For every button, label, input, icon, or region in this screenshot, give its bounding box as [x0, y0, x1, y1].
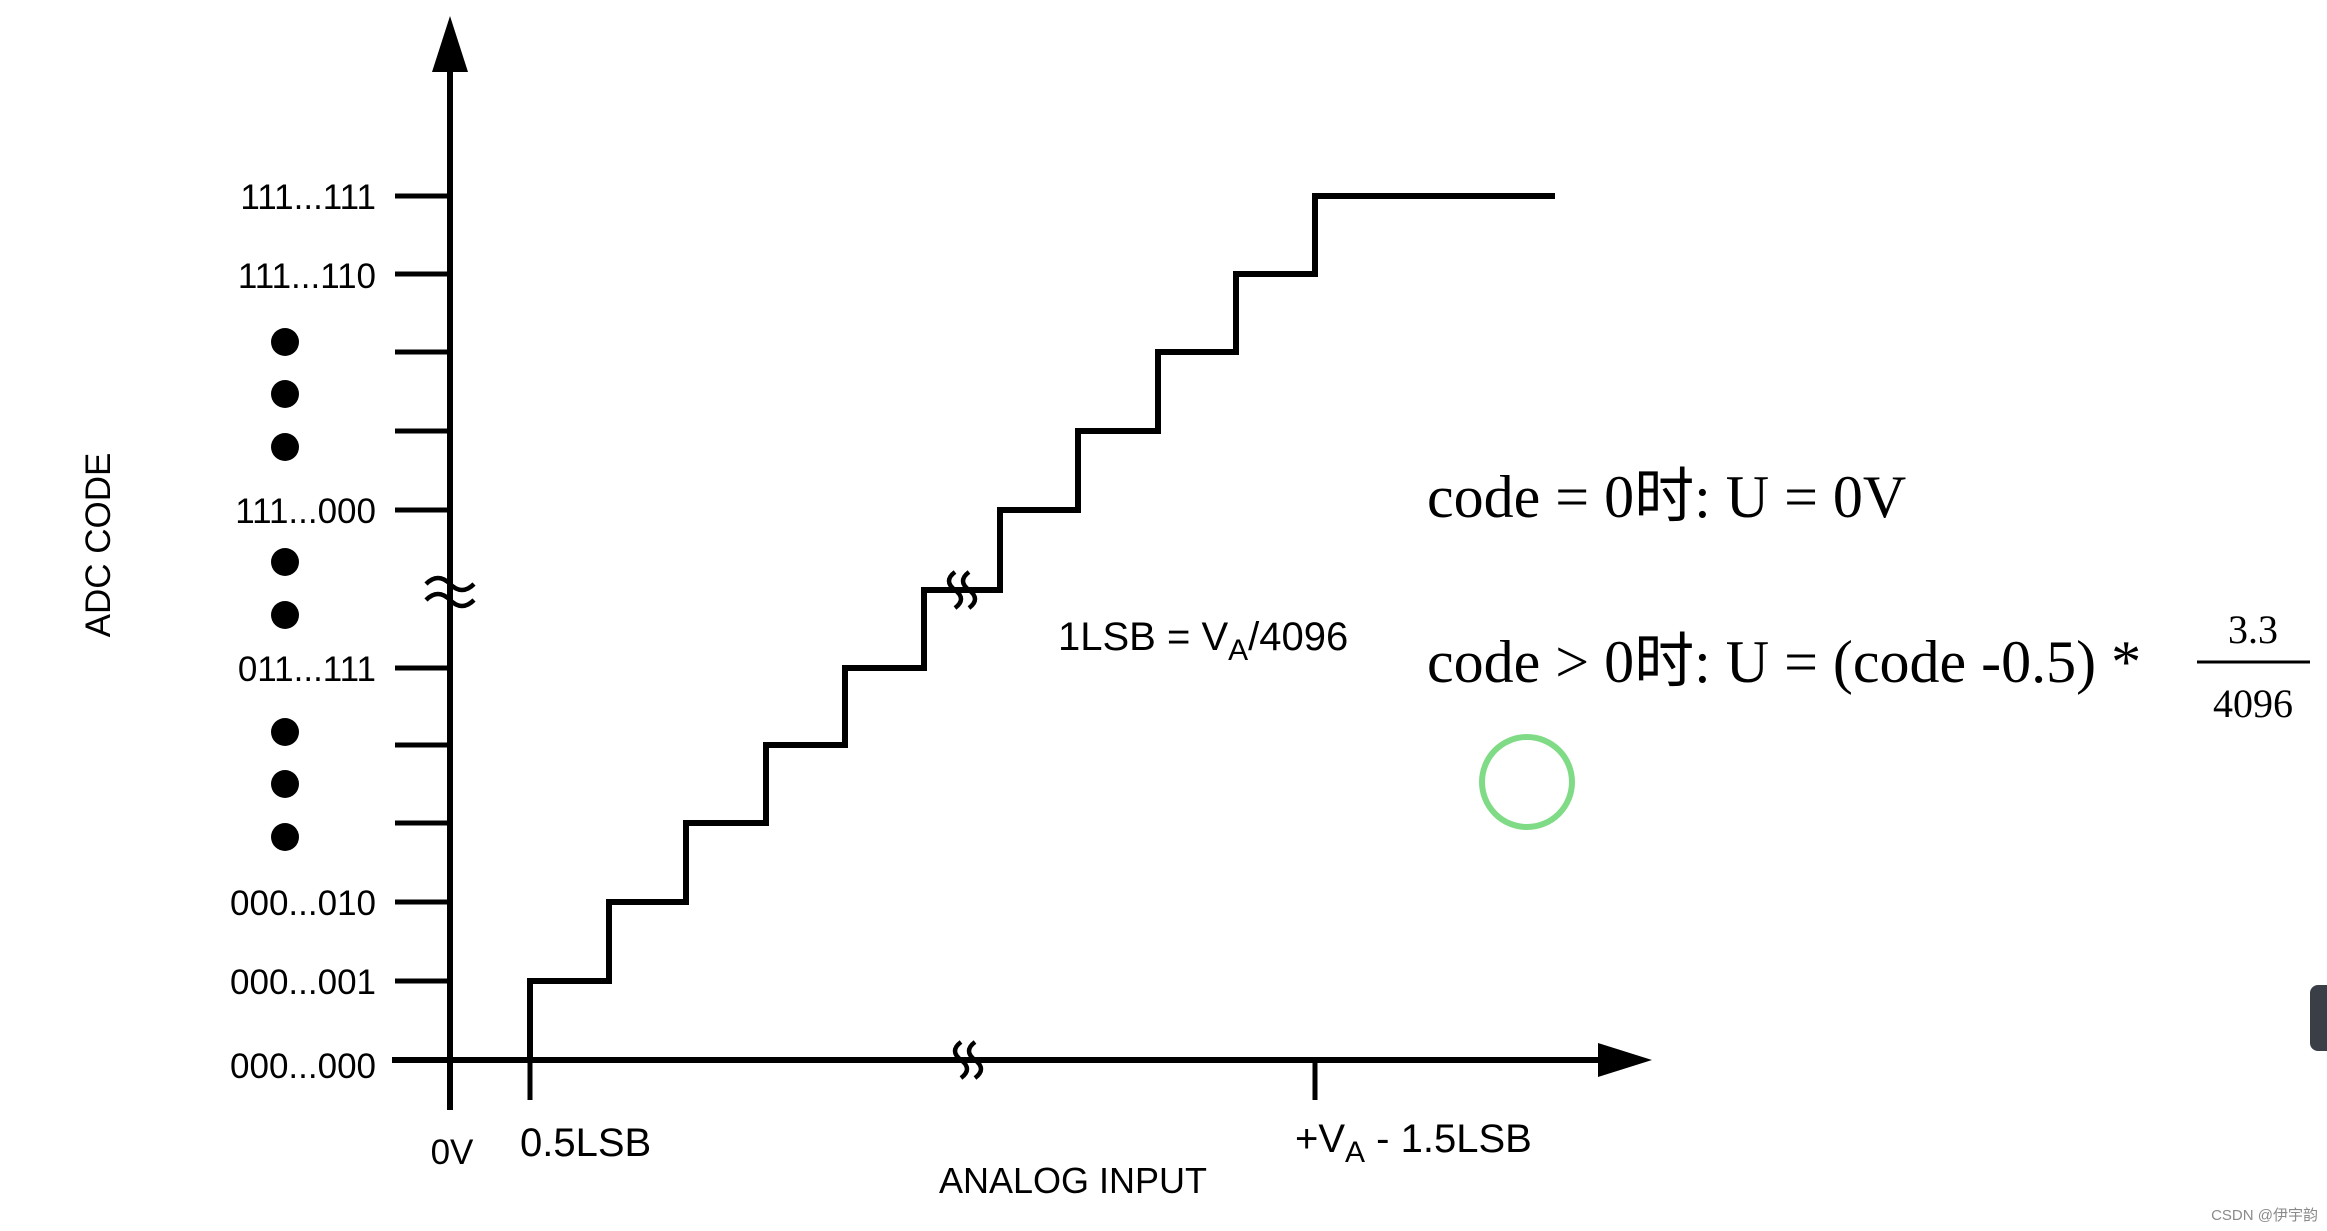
formula-numerator: 3.3 — [2228, 607, 2278, 652]
x-last-tick-label: +VA - 1.5LSB — [1295, 1117, 1532, 1169]
dot — [271, 433, 299, 461]
dot — [271, 328, 299, 356]
x-axis-break-mark — [952, 1040, 984, 1080]
y-tick-label: 000...010 — [230, 884, 376, 923]
x-first-tick-label: 0.5LSB — [520, 1121, 651, 1165]
y-tick-label: 011...111 — [238, 650, 376, 689]
y-tick-label: 000...001 — [230, 963, 376, 1002]
lsb-note: 1LSB = VA/4096 — [1058, 615, 1348, 667]
formula-code-positive: code > 0时: U = (code -0.5) * — [1427, 629, 2141, 695]
curve-break-mark — [946, 570, 978, 610]
lsb-note-prefix: 1LSB = V — [1058, 615, 1228, 659]
side-panel-tab[interactable] — [2310, 985, 2327, 1051]
dot — [271, 718, 299, 746]
y-axis-break-mark — [424, 575, 476, 609]
formula-code-zero: code = 0时: U = 0V — [1427, 464, 1906, 530]
y-ellipsis-dots — [271, 328, 299, 851]
y-ticks — [395, 193, 450, 984]
dot — [271, 601, 299, 629]
dot — [271, 548, 299, 576]
x-axis-arrow — [1598, 1043, 1652, 1077]
x-last-tick-suffix: - 1.5LSB — [1365, 1117, 1532, 1161]
formula-denominator: 4096 — [2213, 681, 2293, 726]
dot — [271, 770, 299, 798]
watermark: CSDN @伊宇韵 — [2211, 1207, 2318, 1224]
staircase-curve — [527, 193, 1555, 1060]
y-tick-label: 111...111 — [240, 178, 376, 217]
x-last-tick-subscript: A — [1345, 1136, 1365, 1169]
x-axis-title: ANALOG INPUT — [939, 1160, 1207, 1201]
y-tick-label: 111...000 — [235, 492, 376, 531]
y-tick-label: 000...000 — [230, 1047, 376, 1086]
x-last-tick-prefix: +V — [1295, 1117, 1345, 1161]
y-axis-arrow — [432, 16, 468, 72]
dot — [271, 823, 299, 851]
y-axis-title: ADC CODE — [79, 453, 118, 638]
y-tick-label: 111...110 — [238, 257, 376, 296]
lsb-note-subscript: A — [1228, 634, 1248, 667]
cursor-highlight-ring — [1479, 734, 1575, 830]
dot — [271, 380, 299, 408]
x-origin-label: 0V — [431, 1133, 474, 1172]
lsb-note-suffix: /4096 — [1248, 615, 1348, 659]
axis-break-marks — [424, 570, 984, 1080]
